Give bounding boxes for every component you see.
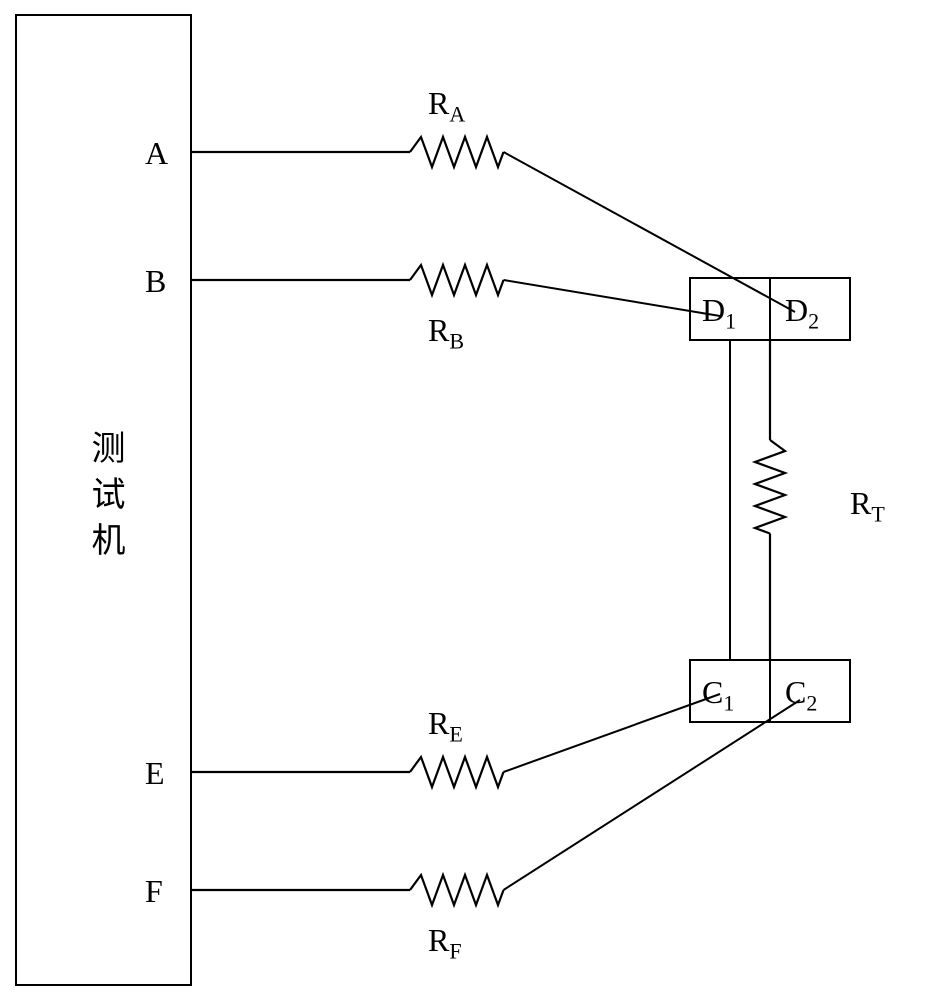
resistor-RA [410,137,504,167]
resistor-label-RT: RT [850,485,885,527]
lead-RF-2 [504,700,801,890]
node-label-C2: C2 [785,674,817,716]
tester-label: 测试机 [80,430,129,568]
terminal-label-E: E [145,755,165,792]
terminal-label-A: A [145,135,168,172]
resistor-RT [755,440,785,534]
resistor-RF [410,875,504,905]
node-label-D2: D2 [785,292,819,334]
node-label-D1: D1 [702,292,736,334]
lead-RB-2 [504,280,721,316]
resistor-label-RE: RE [428,705,463,747]
terminal-label-B: B [145,263,166,300]
terminal-label-F: F [145,873,163,910]
resistor-label-RF: RF [428,922,462,964]
circuit-diagram [0,0,938,1000]
lead-RE-2 [504,694,721,772]
resistor-label-RB: RB [428,312,464,354]
resistor-RE [410,757,504,787]
resistor-RB [410,265,504,295]
node-label-C1: C1 [702,674,734,716]
resistor-label-RA: RA [428,85,465,127]
